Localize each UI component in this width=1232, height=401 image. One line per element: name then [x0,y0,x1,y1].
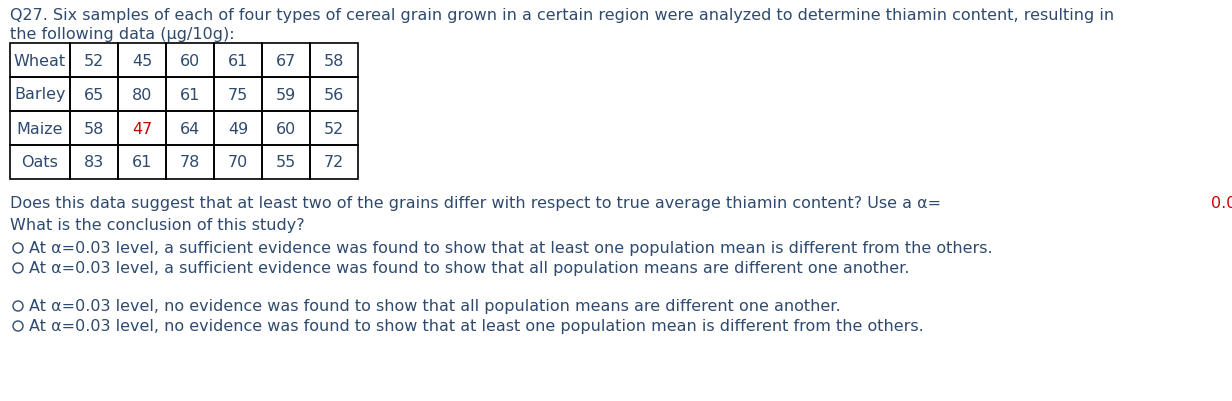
Text: 83: 83 [84,155,105,170]
Text: 47: 47 [132,121,152,136]
Text: 65: 65 [84,87,105,102]
Text: 49: 49 [228,121,248,136]
Text: 58: 58 [84,121,105,136]
Text: 60: 60 [276,121,296,136]
Bar [310,112,359,146]
Text: 61: 61 [180,87,200,102]
Bar [166,146,214,180]
Text: At α=0.03 level, a sufficient evidence was found to show that all population mea: At α=0.03 level, a sufficient evidence w… [30,261,909,276]
Bar [166,44,214,78]
Text: 60: 60 [180,53,200,68]
Bar [310,44,359,78]
Bar [118,112,166,146]
Text: Wheat: Wheat [14,53,67,68]
Bar [10,78,70,112]
Text: 75: 75 [228,87,248,102]
Text: Q27. Six samples of each of four types of cereal grain grown in a certain region: Q27. Six samples of each of four types o… [10,8,1114,23]
Text: 45: 45 [132,53,152,68]
Text: 72: 72 [324,155,344,170]
Bar [118,78,166,112]
Text: 0.03: 0.03 [1211,196,1232,211]
Bar [10,44,70,78]
Text: 59: 59 [276,87,296,102]
Text: 55: 55 [276,155,296,170]
Text: Maize: Maize [17,121,63,136]
Text: 52: 52 [324,121,344,136]
Bar [70,78,118,112]
Text: 58: 58 [324,53,344,68]
Text: Does this data suggest that at least two of the grains differ with respect to tr: Does this data suggest that at least two… [10,196,941,211]
Bar [118,44,166,78]
Bar [166,112,214,146]
Bar [70,146,118,180]
Text: 52: 52 [84,53,105,68]
Text: 70: 70 [228,155,248,170]
Bar [262,146,310,180]
Text: 61: 61 [132,155,153,170]
Text: What is the conclusion of this study?: What is the conclusion of this study? [10,217,304,233]
Bar [310,146,359,180]
Text: At α=0.03 level, a sufficient evidence was found to show that at least one popul: At α=0.03 level, a sufficient evidence w… [30,241,993,256]
Bar [310,78,359,112]
Text: 78: 78 [180,155,200,170]
Bar [214,44,262,78]
Text: At α=0.03 level, no evidence was found to show that all population means are dif: At α=0.03 level, no evidence was found t… [30,299,840,314]
Bar [10,112,70,146]
Text: 67: 67 [276,53,296,68]
Bar [166,78,214,112]
Bar [118,146,166,180]
Bar [214,78,262,112]
Bar [262,78,310,112]
Text: 80: 80 [132,87,153,102]
Bar [70,44,118,78]
Bar [214,146,262,180]
Bar [262,112,310,146]
Bar [214,112,262,146]
Bar [10,146,70,180]
Text: At α=0.03 level, no evidence was found to show that at least one population mean: At α=0.03 level, no evidence was found t… [30,319,924,334]
Bar [262,44,310,78]
Text: 56: 56 [324,87,344,102]
Text: 64: 64 [180,121,200,136]
Bar [70,112,118,146]
Text: Barley: Barley [15,87,65,102]
Text: 61: 61 [228,53,248,68]
Text: Oats: Oats [22,155,58,170]
Text: the following data (μg/10g):: the following data (μg/10g): [10,27,234,42]
